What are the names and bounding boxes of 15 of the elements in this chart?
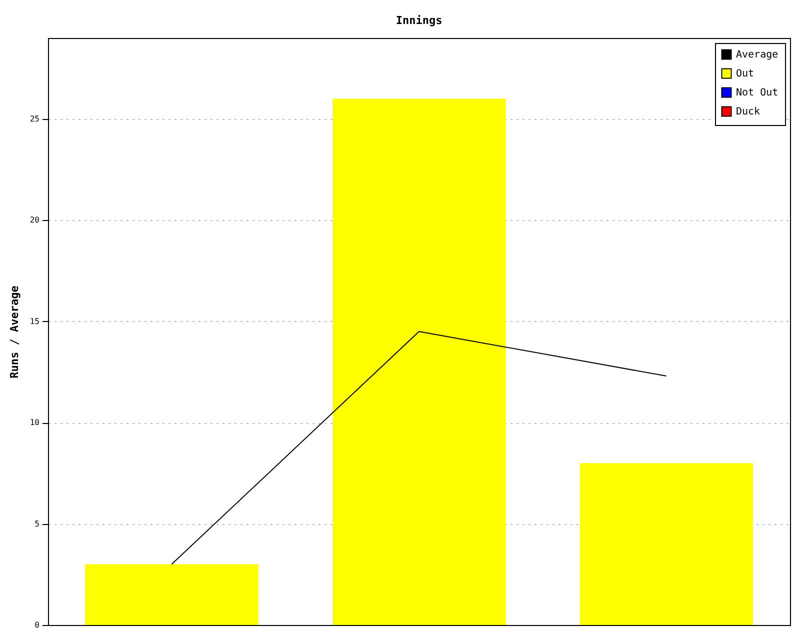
y-tick-label: 10 [30,418,40,428]
legend-label: Average [736,50,778,60]
legend-label: Not Out [736,88,778,98]
y-tick-label: 5 [34,519,40,528]
y-tick-label: 15 [30,316,40,326]
chart-title: Innings [396,14,442,27]
bar [580,463,753,625]
bar [85,564,258,625]
bar [332,98,506,625]
y-tick-label: 25 [30,114,40,124]
y-axis-title: Runs / Average [8,285,21,378]
y-tick-label: 0 [34,620,40,630]
y-tick-label: 20 [30,216,40,225]
legend-label: Out [736,68,754,80]
legend-label: Duck [736,106,760,118]
